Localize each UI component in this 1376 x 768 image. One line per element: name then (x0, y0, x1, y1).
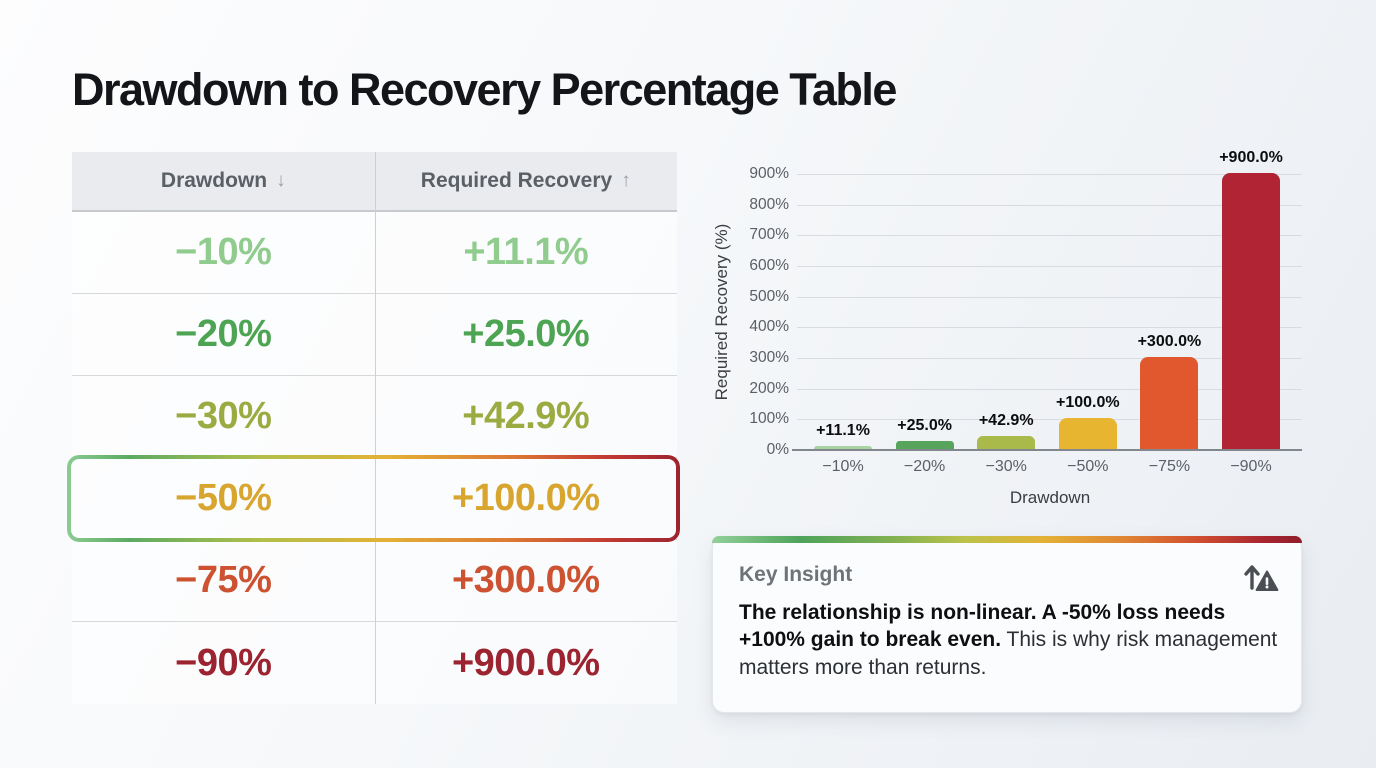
bar-value-label: +900.0% (1219, 149, 1283, 166)
gridline (797, 419, 1302, 421)
drawdown-value: −20% (175, 313, 272, 355)
recovery-value: +300.0% (451, 559, 600, 601)
recovery-bar-chart: Required Recovery (%) Drawdown 0% 100% 200… (712, 146, 1316, 526)
drawdown-value: −90% (175, 641, 272, 684)
y-tick-label: 200% (749, 379, 789, 397)
x-axis-title: Drawdown (1009, 488, 1091, 507)
x-tick-label: −10% (822, 458, 864, 475)
column-header-drawdown[interactable]: Drawdown ↓ (72, 152, 375, 210)
x-tick-label: −20% (903, 458, 946, 475)
recovery-value: +42.9% (462, 395, 590, 437)
bar-value-label: +300.0% (1137, 333, 1202, 350)
recovery-value: +25.0% (462, 313, 590, 355)
bar (1058, 418, 1117, 449)
x-tick-label: −75% (1148, 458, 1191, 475)
y-tick-label: 0% (766, 441, 789, 458)
y-tick-label: 100% (749, 410, 789, 428)
bar (1140, 357, 1199, 449)
trend-up-warning-icon (1241, 559, 1279, 600)
y-tick-label: 700% (749, 226, 789, 244)
column-header-label: Required Recovery (420, 169, 613, 192)
drawdown-value: −30% (175, 395, 272, 437)
x-tick-label: −90% (1230, 458, 1272, 475)
x-tick-label: −50% (1067, 458, 1109, 475)
y-tick-label: 500% (749, 287, 789, 305)
y-tick-label: 300% (749, 349, 789, 366)
x-tick-label: −30% (985, 458, 1027, 475)
drawdown-value: −75% (175, 559, 272, 601)
gridline (797, 296, 1302, 298)
insight-text-regular: This is why risk management matters more… (739, 628, 1278, 679)
recovery-value: +11.1% (463, 231, 589, 273)
insight-title: Key Insight (739, 563, 853, 586)
bar-value-label: +42.9% (978, 411, 1034, 429)
bar (1222, 173, 1280, 449)
bar-value-label: +100.0% (1055, 394, 1120, 412)
x-axis-line (792, 449, 1302, 451)
bar (895, 441, 954, 449)
gridline (797, 388, 1302, 390)
recovery-value: +900.0% (451, 641, 600, 684)
y-tick-label: 800% (749, 195, 789, 213)
gridline (797, 266, 1302, 267)
insight-text: The relationship is non-linear. A -50% l… (739, 599, 1279, 681)
page-title: Drawdown to Recovery Percentage Table (72, 64, 897, 115)
sort-ascending-arrow-icon: ↑ (621, 170, 631, 191)
y-tick-label: 400% (749, 318, 789, 336)
bar-value-label: +11.1% (816, 421, 870, 439)
bar-value-label: +25.0% (897, 417, 952, 435)
key-insight-card: Key Insight The relationship is non-line… (712, 536, 1302, 713)
bar (977, 435, 1036, 449)
drawdown-recovery-table: Drawdown ↓ Required Recovery ↑ −10% +11.1… (67, 152, 680, 704)
gridline (797, 174, 1302, 175)
column-divider (374, 152, 376, 704)
risk-gradient-bar (712, 536, 1302, 543)
column-header-required-recovery[interactable]: Required Recovery ↑ (375, 152, 678, 210)
bar (814, 445, 872, 449)
insight-text-bold: The relationship is non-linear. A -50% l… (739, 601, 1226, 652)
recovery-value: +100.0% (451, 477, 600, 519)
gridline (797, 235, 1302, 237)
y-tick-label: 600% (749, 257, 789, 274)
y-axis-title: Required Recovery (%) (712, 223, 731, 401)
drawdown-value: −10% (175, 231, 272, 273)
column-header-label: Drawdown (160, 169, 268, 192)
sort-descending-arrow-icon: ↓ (276, 170, 286, 191)
drawdown-value: −50% (175, 477, 272, 519)
y-tick-label: 900% (749, 165, 789, 182)
gridline (797, 358, 1302, 359)
gridline (797, 327, 1302, 329)
gridline (797, 204, 1302, 206)
